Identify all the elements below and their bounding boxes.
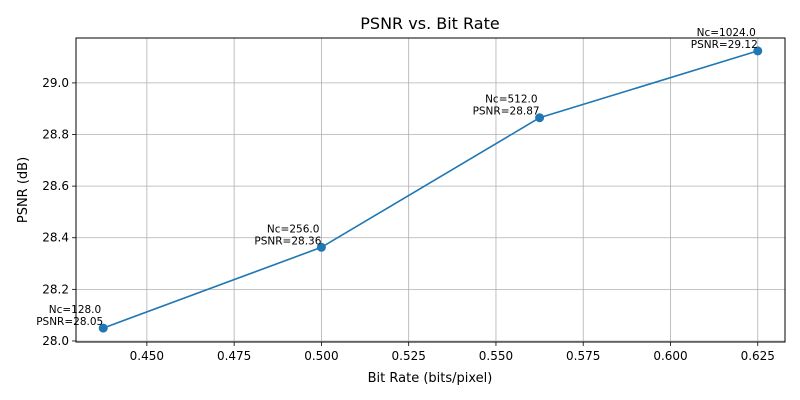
y-tick-label: 29.0 (42, 76, 69, 90)
x-axis-ticks: 0.450 0.475 0.500 0.525 0.550 0.575 0.600 0.625 (130, 342, 775, 363)
annotation-nc: Nc=128.0 (49, 304, 102, 316)
y-tick-label: 28.4 (42, 231, 69, 245)
series-line (102, 50, 759, 329)
data-point (535, 113, 545, 123)
x-tick-label: 0.450 (130, 349, 164, 363)
annotation-psnr: PSNR=28.05 (36, 316, 103, 328)
y-tick-label: 28.6 (42, 179, 69, 193)
x-axis-label: Bit Rate (bits/pixel) (368, 371, 493, 386)
annotation-nc: Nc=512.0 (485, 94, 538, 106)
x-tick-label: 0.600 (653, 349, 687, 363)
grid-lines (76, 38, 785, 342)
x-tick-label: 0.475 (217, 349, 251, 363)
data-series (98, 46, 763, 333)
x-tick-label: 0.625 (741, 349, 775, 363)
chart-title: PSNR vs. Bit Rate (360, 14, 499, 33)
y-tick-label: 28.0 (42, 334, 69, 348)
x-tick-label: 0.550 (479, 349, 513, 363)
y-tick-label: 28.8 (42, 128, 69, 142)
data-point (316, 242, 326, 252)
annotation-psnr: PSNR=28.36 (254, 235, 321, 247)
x-tick-label: 0.575 (566, 349, 600, 363)
x-tick-label: 0.525 (392, 349, 426, 363)
annotation-psnr: PSNR=29.12 (691, 39, 758, 51)
annotation-nc: Nc=1024.0 (697, 27, 756, 39)
plot-frame (75, 37, 786, 343)
data-point (98, 323, 108, 333)
y-tick-label: 28.2 (42, 282, 69, 296)
y-axis-ticks: 28.0 28.2 28.4 28.6 28.8 29.0 (42, 76, 76, 348)
annotation-psnr: PSNR=28.87 (473, 106, 540, 118)
annotation-nc: Nc=256.0 (267, 223, 320, 235)
x-tick-label: 0.500 (304, 349, 338, 363)
y-axis-label: PSNR (dB) (16, 157, 31, 223)
data-point (753, 46, 763, 56)
